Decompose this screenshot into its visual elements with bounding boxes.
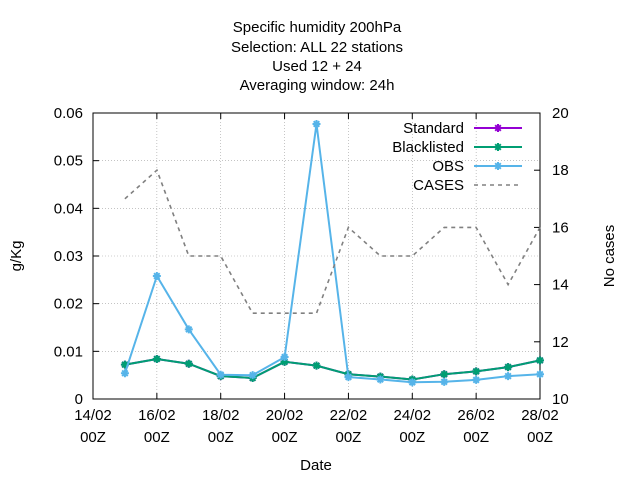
- series-layer: [120, 119, 544, 387]
- y-axis-label: g/Kg: [8, 241, 25, 272]
- y2-axis-label: No cases: [601, 225, 618, 288]
- series-line: [123, 123, 541, 384]
- y-tick-label: 0.04: [54, 200, 83, 217]
- x-tick-label-sub: 00Z: [272, 429, 298, 446]
- legend-label: CASES: [413, 177, 464, 194]
- y-tick-label: 0: [75, 391, 83, 408]
- plot-frame: [92, 112, 541, 400]
- data-point: [472, 375, 481, 384]
- y-tick-label: 0.05: [54, 153, 83, 170]
- series-line: [124, 357, 541, 381]
- data-point: [536, 356, 544, 365]
- x-tick-label-sub: 00Z: [399, 429, 425, 446]
- chart-title-line: Selection: ALL 22 stations: [231, 39, 403, 56]
- x-tick-label: 22/02: [330, 407, 368, 424]
- data-point: [216, 370, 225, 379]
- x-tick-label-sub: 00Z: [144, 429, 170, 446]
- legend-marker: [494, 124, 502, 132]
- x-tick-label: 14/02: [74, 407, 112, 424]
- y-axis: 0 0.01 0.02 0.03 0.04 0.05 0.06: [54, 105, 99, 408]
- data-point: [440, 377, 449, 386]
- y-tick-label: 0.01: [54, 343, 83, 360]
- data-point: [184, 325, 193, 334]
- data-point: [248, 371, 257, 380]
- grid-lines: [93, 113, 540, 399]
- x-tick-label-sub: 00Z: [335, 429, 361, 446]
- data-point: [504, 372, 513, 381]
- legend-label: Blacklisted: [392, 139, 464, 156]
- chart-title-line: Specific humidity 200hPa: [233, 19, 402, 36]
- data-point: [312, 119, 321, 128]
- chart-title: Specific humidity 200hPa Selection: ALL …: [231, 19, 403, 94]
- data-point: [536, 370, 544, 379]
- x-tick-label: 24/02: [394, 407, 432, 424]
- y2-tick-label: 16: [552, 219, 569, 236]
- x-tick-label: 28/02: [521, 407, 559, 424]
- x-tick-label-sub: 00Z: [80, 429, 106, 446]
- x-tick-label-sub: 00Z: [463, 429, 489, 446]
- x-axis: 14/02 00Z 16/02 00Z 18/02 00Z 20/02 00Z 22/02 00Z…: [74, 113, 559, 446]
- y2-tick-label: 10: [552, 391, 569, 408]
- y-tick-label: 0.02: [54, 296, 83, 313]
- y2-axis: 10 12 14 16 18 20: [534, 105, 569, 408]
- data-point: [376, 375, 385, 384]
- chart-title-line: Used 12 + 24: [272, 58, 362, 75]
- x-tick-label: 20/02: [266, 407, 304, 424]
- x-tick-label-sub: 00Z: [527, 429, 553, 446]
- x-tick-label: 16/02: [138, 407, 176, 424]
- data-point: [152, 272, 161, 281]
- x-axis-label: Date: [300, 457, 332, 474]
- y2-tick-label: 20: [552, 105, 569, 122]
- data-point: [344, 373, 353, 382]
- plot-border: [92, 112, 541, 400]
- data-point: [312, 361, 321, 370]
- legend: Standard Blacklisted OBS CASES: [392, 120, 522, 194]
- y2-tick-label: 14: [552, 277, 569, 294]
- data-point: [280, 357, 289, 366]
- data-point: [408, 378, 417, 387]
- y-tick-label: 0.06: [54, 105, 83, 122]
- y2-tick-label: 18: [552, 162, 569, 179]
- series-obs: [120, 119, 544, 387]
- data-point: [504, 363, 513, 372]
- data-point: [472, 367, 481, 376]
- legend-label: OBS: [432, 158, 464, 175]
- data-point: [440, 370, 449, 379]
- series-line: [124, 168, 541, 314]
- series-cases: [124, 168, 541, 314]
- legend-label: Standard: [403, 120, 464, 137]
- x-tick-label-sub: 00Z: [208, 429, 234, 446]
- legend-marker: [494, 162, 502, 170]
- y-tick-label: 0.03: [54, 248, 83, 265]
- x-tick-label: 18/02: [202, 407, 240, 424]
- x-tick-label: 26/02: [457, 407, 495, 424]
- data-point: [120, 360, 129, 369]
- data-point: [184, 359, 193, 368]
- legend-marker: [494, 143, 502, 151]
- chart-title-line: Averaging window: 24h: [240, 77, 395, 94]
- data-point: [152, 354, 161, 363]
- y2-tick-label: 12: [552, 334, 569, 351]
- data-point: [120, 369, 129, 378]
- data-point: [280, 353, 289, 362]
